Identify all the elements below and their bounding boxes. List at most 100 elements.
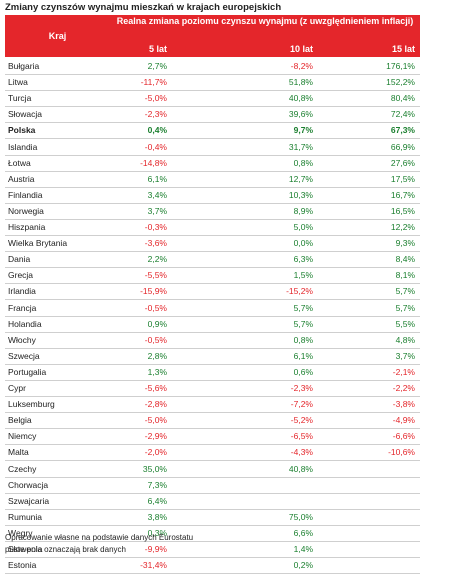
- value-5-lat: -11,7%: [140, 77, 167, 88]
- value-15-lat: 5,5%: [395, 318, 415, 329]
- value-15-lat: -2,2%: [392, 383, 415, 393]
- value-10-lat: 39,6%: [288, 109, 313, 120]
- value-10-lat: 40,8%: [288, 463, 313, 474]
- value-10-lat: -15,2%: [286, 286, 313, 297]
- value-10-lat: -2,3%: [290, 383, 313, 393]
- country-cell: Norwegia: [8, 205, 44, 216]
- country-cell: Cypr: [8, 383, 26, 393]
- table-row: Portugalia 1,3% 0,6% -2,1%: [5, 364, 420, 381]
- country-cell: Islandia: [8, 141, 38, 152]
- value-5-lat: -2,0%: [144, 447, 167, 458]
- country-cell: Łotwa: [8, 157, 31, 168]
- table-row: Szwecja 2,8% 6,1% 3,7%: [5, 348, 420, 365]
- country-cell: Niemcy: [8, 431, 37, 442]
- country-cell: Malta: [8, 447, 29, 458]
- value-10-lat: 0,8%: [293, 334, 313, 345]
- table-row: Bułgaria 2,7% -8,2% 176,1%: [5, 58, 420, 75]
- value-5-lat: 6,1%: [147, 173, 167, 184]
- value-15-lat: 16,5%: [390, 205, 415, 216]
- table-row: Dania 2,2% 6,3% 8,4%: [5, 251, 420, 269]
- table-row: Grecja -5,5% 1,5% 8,1%: [5, 267, 420, 285]
- table-row: Estonia -31,4% 0,2%: [5, 557, 420, 575]
- value-5-lat: -9,9%: [144, 544, 167, 554]
- value-15-lat: -2,1%: [392, 366, 415, 377]
- header-span: Realna zmiana poziomu czynszu wynajmu (z…: [116, 16, 414, 26]
- value-15-lat: 5,7%: [395, 286, 415, 297]
- value-15-lat: 8,1%: [395, 270, 415, 281]
- country-cell: Dania: [8, 254, 31, 265]
- value-5-lat: -0,5%: [144, 302, 167, 313]
- footnote-empty: puste pola oznaczają brak danych: [5, 545, 126, 554]
- value-15-lat: 152,2%: [386, 77, 415, 88]
- header-15-lat: 15 lat: [391, 44, 415, 54]
- value-10-lat: 75,0%: [288, 511, 313, 522]
- value-5-lat: -2,9%: [144, 431, 167, 442]
- value-10-lat: 0,8%: [293, 157, 313, 168]
- table-row: Litwa -11,7% 51,8% 152,2%: [5, 74, 420, 92]
- value-5-lat: -14,8%: [140, 157, 167, 168]
- table-row: Czechy 35,0% 40,8%: [5, 461, 420, 478]
- table-row: Francja -0,5% 5,7% 5,7%: [5, 300, 420, 317]
- value-5-lat: 0,3%: [147, 527, 167, 538]
- country-cell: Czechy: [8, 463, 37, 474]
- table-row: Polska 0,4% 9,7% 67,3%: [5, 122, 420, 140]
- value-5-lat: 3,7%: [147, 205, 167, 216]
- table-title: Zmiany czynszów wynajmu mieszkań w kraja…: [5, 2, 282, 13]
- value-15-lat: 72,4%: [390, 109, 415, 120]
- table-row: Szwajcaria 6,4%: [5, 493, 420, 510]
- table-row: Słowacja -2,3% 39,6% 72,4%: [5, 106, 420, 124]
- country-cell: Austria: [8, 173, 35, 184]
- country-cell: Turcja: [8, 93, 32, 104]
- country-cell: Luksemburg: [8, 399, 55, 410]
- table-row: Norwegia 3,7% 8,9% 16,5%: [5, 203, 420, 220]
- country-cell: Węgry: [8, 527, 33, 538]
- value-15-lat: 12,2%: [390, 222, 415, 232]
- table-row: Austria 6,1% 12,7% 17,5%: [5, 171, 420, 188]
- value-5-lat: 1,3%: [147, 366, 167, 377]
- value-10-lat: 5,7%: [293, 318, 313, 329]
- country-cell: Słowacja: [8, 109, 43, 120]
- value-10-lat: 6,1%: [293, 350, 313, 361]
- value-15-lat: 27,6%: [390, 157, 415, 168]
- value-15-lat: 67,3%: [390, 125, 415, 136]
- value-15-lat: 66,9%: [390, 141, 415, 152]
- value-5-lat: 3,8%: [147, 511, 167, 522]
- value-15-lat: 8,4%: [395, 254, 415, 265]
- value-10-lat: -7,2%: [290, 399, 313, 410]
- value-10-lat: 51,8%: [288, 77, 313, 88]
- country-cell: Belgia: [8, 415, 32, 426]
- table-row: Słowenia -9,9% 1,4%: [5, 541, 420, 558]
- table-row: Belgia -5,0% -5,2% -4,9%: [5, 412, 420, 430]
- value-5-lat: -2,3%: [144, 109, 167, 120]
- table-row: Islandia -0,4% 31,7% 66,9%: [5, 139, 420, 156]
- value-5-lat: -0,4%: [144, 141, 167, 152]
- value-10-lat: 5,7%: [293, 302, 313, 313]
- country-cell: Irlandia: [8, 286, 36, 297]
- value-5-lat: 2,8%: [147, 350, 167, 361]
- table-row: Rumunia 3,8% 75,0%: [5, 509, 420, 526]
- country-cell: Grecja: [8, 270, 34, 281]
- value-10-lat: 31,7%: [288, 141, 313, 152]
- country-cell: Polska: [8, 125, 36, 136]
- value-5-lat: -31,4%: [140, 560, 167, 571]
- header-country: Kraj: [48, 31, 67, 41]
- table-row: Holandia 0,9% 5,7% 5,5%: [5, 316, 420, 333]
- table-header: Kraj Realna zmiana poziomu czynszu wynaj…: [5, 15, 420, 57]
- value-10-lat: -6,5%: [290, 431, 313, 442]
- value-5-lat: 2,7%: [147, 61, 167, 71]
- value-10-lat: 1,5%: [293, 270, 313, 281]
- table-row: Luksemburg -2,8% -7,2% -3,8%: [5, 396, 420, 414]
- table-row: Finlandia 3,4% 10,3% 16,7%: [5, 187, 420, 204]
- value-5-lat: 0,9%: [147, 318, 167, 329]
- table-row: Hiszpania -0,3% 5,0% 12,2%: [5, 219, 420, 236]
- value-15-lat: 176,1%: [386, 61, 415, 71]
- value-5-lat: 7,3%: [147, 479, 167, 490]
- country-cell: Szwecja: [8, 350, 40, 361]
- value-15-lat: -4,9%: [392, 415, 415, 426]
- value-10-lat: 10,3%: [288, 189, 313, 200]
- country-cell: Rumunia: [8, 511, 43, 522]
- value-10-lat: 5,0%: [293, 222, 313, 232]
- value-15-lat: 80,4%: [390, 93, 415, 104]
- value-5-lat: -0,5%: [144, 334, 167, 345]
- value-5-lat: 3,4%: [147, 189, 167, 200]
